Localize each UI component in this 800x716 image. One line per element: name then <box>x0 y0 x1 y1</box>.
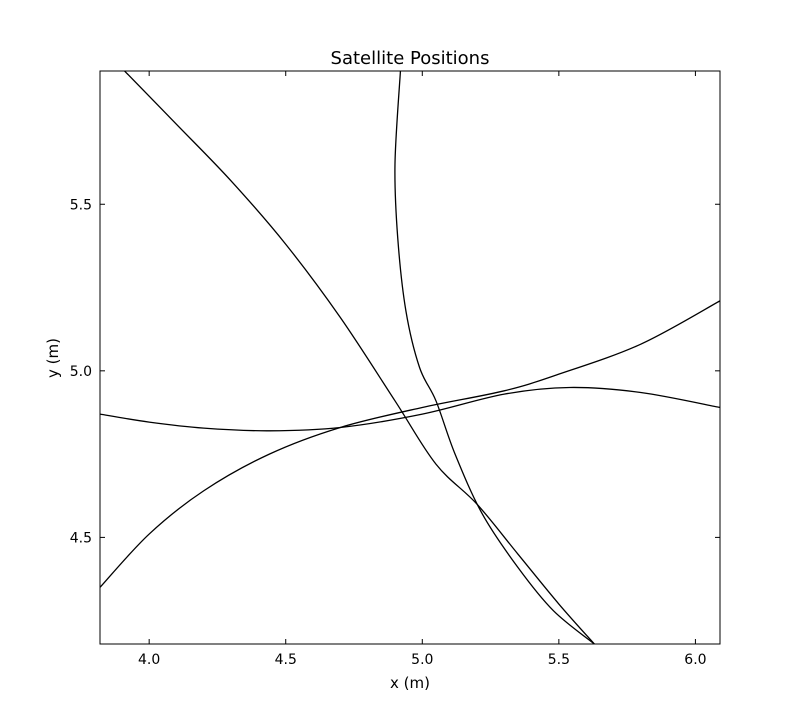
plot-frame <box>99 70 721 645</box>
series-layer <box>100 71 720 644</box>
x-tick-label: 4.0 <box>138 652 160 668</box>
x-tick-label: 5.5 <box>548 652 570 668</box>
y-axis-label: y (m) <box>44 338 62 378</box>
x-axis-label: x (m) <box>390 674 430 692</box>
y-tick-label: 4.5 <box>70 530 92 546</box>
tick-layer <box>100 71 720 644</box>
series-line-1 <box>124 71 595 644</box>
x-tick-label: 4.5 <box>275 652 297 668</box>
series-line-4 <box>100 300 720 588</box>
x-tick-label: 5.0 <box>411 652 433 668</box>
y-tick-label: 5.0 <box>70 364 92 380</box>
series-line-2 <box>394 71 595 644</box>
plot-area <box>99 70 721 645</box>
y-tick-label: 5.5 <box>70 197 92 213</box>
series-line-3 <box>100 386 720 432</box>
chart-title: Satellite Positions <box>331 48 490 69</box>
x-tick-label: 6.0 <box>684 652 706 668</box>
